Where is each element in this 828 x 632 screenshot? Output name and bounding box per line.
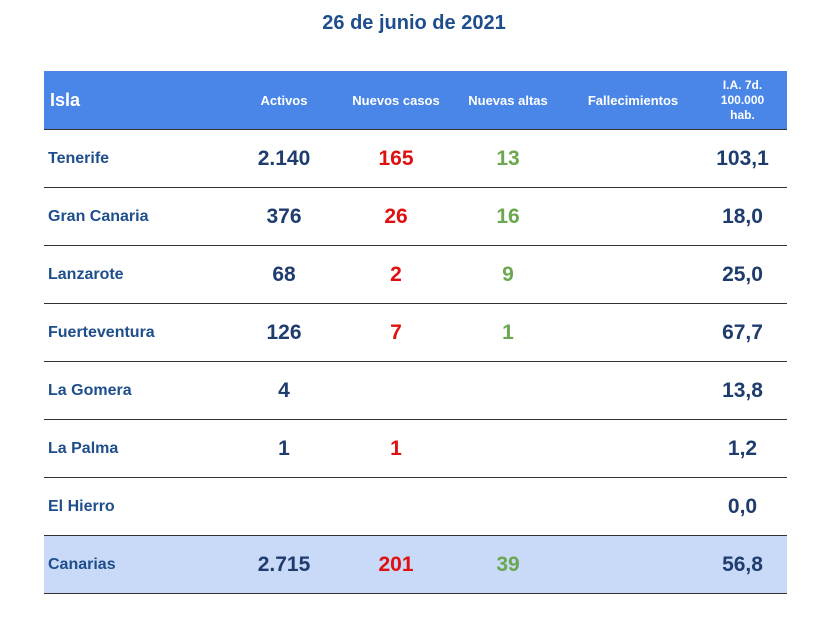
cell-fallecimientos (568, 303, 698, 362)
cell-fallecimientos (568, 535, 698, 594)
total-row: Canarias 2.715 201 39 56,8 (44, 535, 787, 594)
header-nuevos-casos: Nuevos casos (344, 71, 448, 130)
header-ia-line2: 100.000 (720, 92, 765, 107)
cell-ia: 67,7 (698, 303, 787, 362)
cell-isla: Fuerteventura (44, 303, 224, 362)
cell-nuevos: 7 (344, 303, 448, 362)
cell-isla: La Palma (44, 419, 224, 478)
cell-nuevos (344, 361, 448, 420)
cell-ia: 103,1 (698, 129, 787, 188)
cell-ia: 13,8 (698, 361, 787, 420)
cell-fallecimientos (568, 419, 698, 478)
header-ia-line1: I.A. 7d. (722, 77, 763, 92)
cell-isla: Gran Canaria (44, 187, 224, 246)
cell-nuevos: 26 (344, 187, 448, 246)
cell-fallecimientos (568, 129, 698, 188)
header-isla: Isla (44, 71, 224, 130)
cell-altas: 13 (448, 129, 568, 188)
cell-nuevos: 2 (344, 245, 448, 304)
header-ia: I.A. 7d. 100.000 hab. (698, 71, 787, 130)
cell-fallecimientos (568, 245, 698, 304)
cell-altas (448, 477, 568, 536)
table-row: Gran Canaria 376 26 16 18,0 (44, 187, 787, 246)
cell-isla: Lanzarote (44, 245, 224, 304)
cell-ia: 56,8 (698, 535, 787, 594)
cell-altas (448, 419, 568, 478)
cell-altas: 9 (448, 245, 568, 304)
cell-ia: 25,0 (698, 245, 787, 304)
table-row: La Palma 1 1 1,2 (44, 419, 787, 478)
cell-altas: 1 (448, 303, 568, 362)
cell-fallecimientos (568, 187, 698, 246)
cell-nuevos (344, 477, 448, 536)
cell-nuevos: 165 (344, 129, 448, 188)
cell-ia: 18,0 (698, 187, 787, 246)
cell-activos: 4 (224, 361, 344, 420)
page-title: 26 de junio de 2021 (322, 12, 506, 34)
cell-ia: 0,0 (698, 477, 787, 536)
cell-nuevos: 201 (344, 535, 448, 594)
cell-ia: 1,2 (698, 419, 787, 478)
covid-table: Isla Activos Nuevos casos Nuevas altas F… (44, 71, 787, 594)
cell-activos (224, 477, 344, 536)
cell-activos: 68 (224, 245, 344, 304)
header-fallecimientos: Fallecimientos (568, 71, 698, 130)
table-row: Tenerife 2.140 165 13 103,1 (44, 129, 787, 188)
header-row: Isla Activos Nuevos casos Nuevas altas F… (44, 71, 787, 130)
cell-altas: 16 (448, 187, 568, 246)
cell-activos: 2.715 (224, 535, 344, 594)
cell-isla: Tenerife (44, 129, 224, 188)
table-row: Lanzarote 68 2 9 25,0 (44, 245, 787, 304)
cell-activos: 376 (224, 187, 344, 246)
table-row: Fuerteventura 126 7 1 67,7 (44, 303, 787, 362)
cell-activos: 126 (224, 303, 344, 362)
header-activos: Activos (224, 71, 344, 130)
table-row: El Hierro 0,0 (44, 477, 787, 536)
cell-activos: 2.140 (224, 129, 344, 188)
cell-isla: La Gomera (44, 361, 224, 420)
table-row: La Gomera 4 13,8 (44, 361, 787, 420)
cell-altas (448, 361, 568, 420)
cell-fallecimientos (568, 477, 698, 536)
cell-activos: 1 (224, 419, 344, 478)
cell-fallecimientos (568, 361, 698, 420)
cell-isla: El Hierro (44, 477, 224, 536)
cell-altas: 39 (448, 535, 568, 594)
cell-nuevos: 1 (344, 419, 448, 478)
cell-isla: Canarias (44, 535, 224, 594)
header-nuevas-altas: Nuevas altas (448, 71, 568, 130)
header-ia-line3: hab. (730, 107, 755, 122)
